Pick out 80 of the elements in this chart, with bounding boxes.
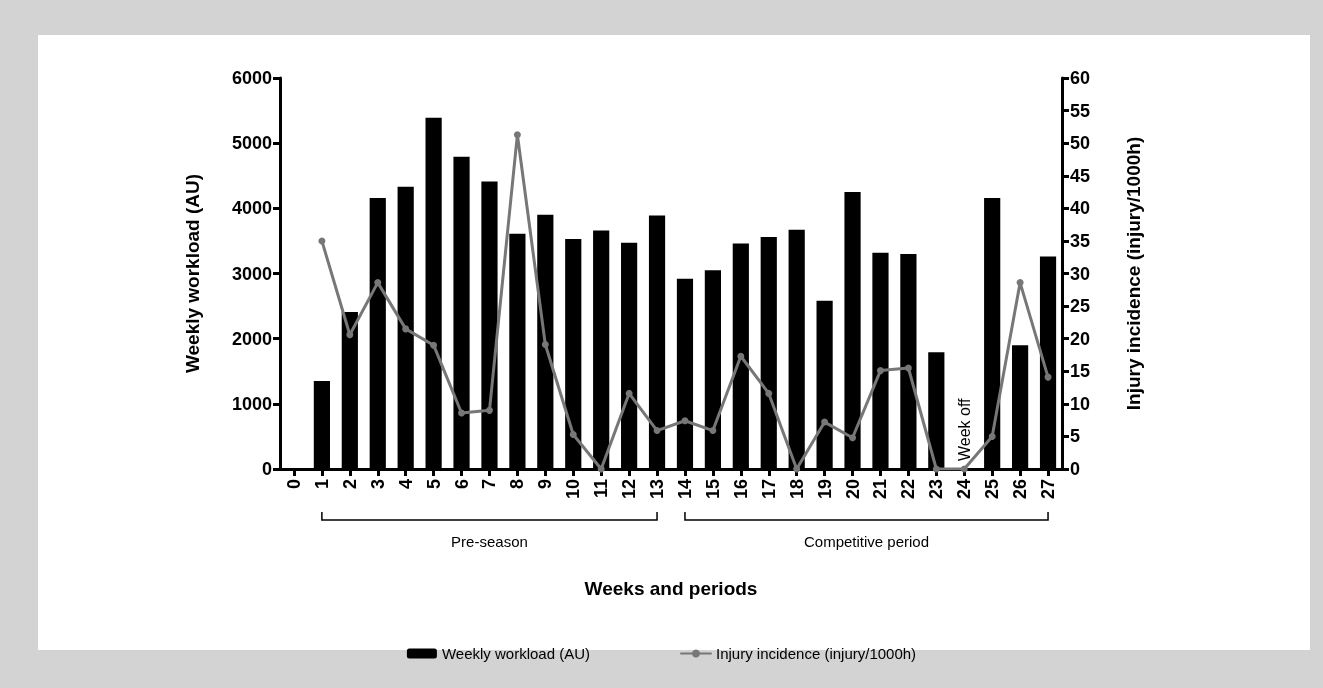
x-tick-label: 5	[423, 479, 444, 490]
point	[569, 430, 577, 438]
x-tick-label: 20	[842, 479, 863, 500]
y2-tick-label: 50	[1070, 133, 1091, 154]
point	[597, 465, 605, 473]
point	[374, 279, 382, 287]
point	[765, 389, 773, 397]
x-tick-label: 16	[730, 479, 751, 500]
x-tick-label: 15	[702, 479, 723, 500]
point	[541, 341, 549, 349]
x-tick-label: 8	[507, 479, 528, 490]
y-axis-title: Weekly workload (AU)	[182, 173, 203, 374]
point	[793, 465, 801, 473]
text: Competitive period	[803, 532, 930, 550]
y-tick-label: 1000	[231, 393, 272, 414]
point	[876, 367, 884, 375]
x-axis-title: Weeks and periods	[584, 578, 758, 599]
y2-tick-label: 25	[1070, 296, 1091, 317]
x-tick-label: 23	[926, 479, 947, 500]
point	[737, 352, 745, 360]
point	[513, 131, 521, 139]
y-tick-label: 5000	[231, 133, 272, 154]
y2-axis-title: Injury incidence (injury/1000h)	[1123, 136, 1144, 411]
x-tick-label: 17	[758, 479, 779, 500]
y2-tick-label: 60	[1070, 68, 1091, 88]
point	[346, 331, 354, 339]
x-tick-label: 4	[395, 479, 416, 490]
y-tick-label: 3000	[231, 263, 272, 284]
point	[485, 406, 493, 414]
x-tick-label: 25	[982, 479, 1003, 500]
x-tick-label: 9	[535, 479, 556, 490]
y-tick-label: 6000	[231, 68, 272, 88]
y2-tick-label: 10	[1070, 393, 1091, 414]
y2-tick-label: 20	[1070, 328, 1091, 349]
y2-tick-label: 45	[1070, 165, 1091, 186]
x-tick-label: 12	[619, 479, 640, 500]
x-tick-label: 10	[563, 479, 584, 500]
x-tick-label: 11	[591, 479, 612, 499]
y2-tick-label: 35	[1070, 230, 1091, 251]
x-tick-label: 6	[451, 479, 472, 490]
x-tick-label: 1	[311, 479, 332, 490]
y-tick-label: 2000	[231, 328, 272, 349]
point	[1016, 279, 1024, 287]
point	[458, 409, 466, 417]
x-tick-label: 27	[1038, 479, 1059, 500]
annotation: Week off	[955, 397, 973, 461]
point	[849, 434, 857, 442]
x-tick-label: 13	[647, 479, 668, 500]
point	[681, 417, 689, 425]
x-tick-label: 22	[898, 479, 919, 500]
point	[932, 465, 940, 473]
x-tick-label: 14	[674, 479, 695, 500]
y2-tick-label: 40	[1070, 198, 1091, 219]
x-tick-label: 2	[339, 479, 360, 490]
point	[402, 325, 410, 333]
point	[821, 418, 829, 426]
x-tick-label: 0	[283, 479, 304, 490]
point	[988, 432, 996, 440]
x-tick-label: 7	[479, 479, 500, 490]
x-tick-label: 24	[954, 479, 975, 500]
point	[709, 427, 717, 435]
y2-tick-label: 30	[1070, 263, 1091, 284]
y2-tick-label: 5	[1070, 426, 1081, 447]
x-tick-label: 19	[814, 479, 835, 500]
point	[653, 427, 661, 435]
point	[318, 237, 326, 245]
x-tick-label: 21	[870, 479, 891, 500]
point	[904, 364, 912, 372]
point	[960, 465, 968, 473]
point	[625, 389, 633, 397]
y2-tick-label: 55	[1070, 100, 1091, 121]
x-tick-label: 26	[1010, 479, 1031, 500]
x-tick-label: 3	[367, 479, 388, 490]
y-tick-label: 4000	[231, 198, 272, 219]
x-tick-label: 18	[786, 479, 807, 500]
legend-label: Weekly workload (AU)	[441, 645, 591, 662]
text: Pre-season	[451, 532, 528, 550]
point	[430, 341, 438, 349]
y2-tick-label: 15	[1070, 361, 1091, 382]
legend-label: Injury incidence (injury/1000h)	[716, 645, 917, 662]
